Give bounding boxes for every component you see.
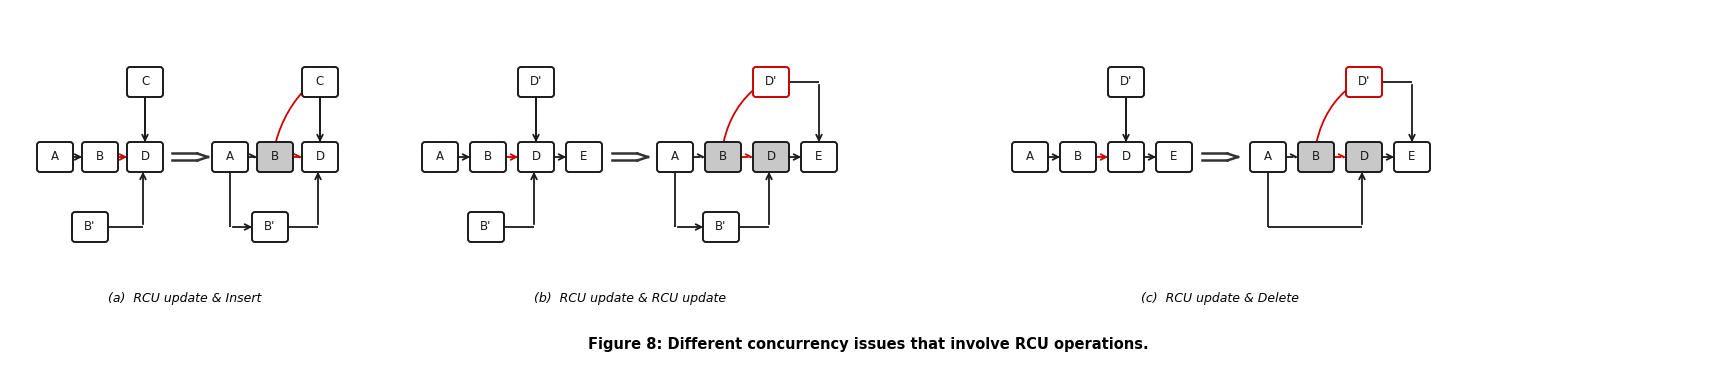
FancyBboxPatch shape: [127, 142, 163, 172]
Text: D': D': [766, 75, 778, 89]
FancyBboxPatch shape: [71, 212, 108, 242]
FancyBboxPatch shape: [753, 142, 788, 172]
FancyBboxPatch shape: [517, 67, 554, 97]
FancyBboxPatch shape: [252, 212, 288, 242]
Text: (a)  RCU update & Insert: (a) RCU update & Insert: [108, 292, 262, 305]
FancyBboxPatch shape: [566, 142, 602, 172]
Text: E: E: [816, 150, 823, 164]
FancyBboxPatch shape: [127, 67, 163, 97]
FancyBboxPatch shape: [705, 142, 741, 172]
Text: A: A: [226, 150, 234, 164]
FancyBboxPatch shape: [1156, 142, 1193, 172]
Text: D: D: [1359, 150, 1368, 164]
Text: B': B': [481, 221, 491, 233]
FancyBboxPatch shape: [469, 212, 503, 242]
FancyBboxPatch shape: [1299, 142, 1333, 172]
Text: B': B': [715, 221, 727, 233]
FancyBboxPatch shape: [703, 212, 740, 242]
Text: A: A: [672, 150, 679, 164]
Text: D': D': [1120, 75, 1132, 89]
Text: B: B: [484, 150, 491, 164]
FancyBboxPatch shape: [1108, 67, 1144, 97]
FancyBboxPatch shape: [302, 142, 339, 172]
FancyBboxPatch shape: [1345, 142, 1382, 172]
FancyBboxPatch shape: [1394, 142, 1430, 172]
Text: (c)  RCU update & Delete: (c) RCU update & Delete: [1141, 292, 1299, 305]
FancyBboxPatch shape: [1108, 142, 1144, 172]
FancyBboxPatch shape: [1250, 142, 1286, 172]
FancyBboxPatch shape: [36, 142, 73, 172]
Text: B: B: [95, 150, 104, 164]
Text: A: A: [1264, 150, 1272, 164]
Text: A: A: [436, 150, 444, 164]
FancyBboxPatch shape: [517, 142, 554, 172]
Text: (b)  RCU update & RCU update: (b) RCU update & RCU update: [535, 292, 726, 305]
FancyBboxPatch shape: [302, 67, 339, 97]
Text: D: D: [766, 150, 776, 164]
Text: D: D: [1121, 150, 1130, 164]
FancyBboxPatch shape: [656, 142, 693, 172]
Text: A: A: [1026, 150, 1035, 164]
FancyBboxPatch shape: [82, 142, 118, 172]
Text: B: B: [271, 150, 279, 164]
Text: E: E: [1170, 150, 1177, 164]
Text: B': B': [264, 221, 276, 233]
FancyBboxPatch shape: [212, 142, 248, 172]
Text: B: B: [719, 150, 727, 164]
Text: C: C: [316, 75, 325, 89]
Text: E: E: [1408, 150, 1415, 164]
Text: Figure 8: Different concurrency issues that involve RCU operations.: Figure 8: Different concurrency issues t…: [589, 337, 1147, 352]
Text: B': B': [85, 221, 95, 233]
FancyBboxPatch shape: [257, 142, 293, 172]
Text: C: C: [141, 75, 149, 89]
Text: D': D': [529, 75, 542, 89]
Text: D: D: [316, 150, 325, 164]
FancyBboxPatch shape: [753, 67, 788, 97]
Text: A: A: [50, 150, 59, 164]
Text: B: B: [1075, 150, 1082, 164]
FancyBboxPatch shape: [1061, 142, 1095, 172]
FancyBboxPatch shape: [470, 142, 505, 172]
Text: E: E: [580, 150, 589, 164]
FancyBboxPatch shape: [1345, 67, 1382, 97]
Text: D': D': [1358, 75, 1370, 89]
Text: D: D: [141, 150, 149, 164]
FancyBboxPatch shape: [800, 142, 837, 172]
FancyBboxPatch shape: [422, 142, 458, 172]
Text: B: B: [1312, 150, 1319, 164]
FancyBboxPatch shape: [1012, 142, 1049, 172]
Text: D: D: [531, 150, 540, 164]
